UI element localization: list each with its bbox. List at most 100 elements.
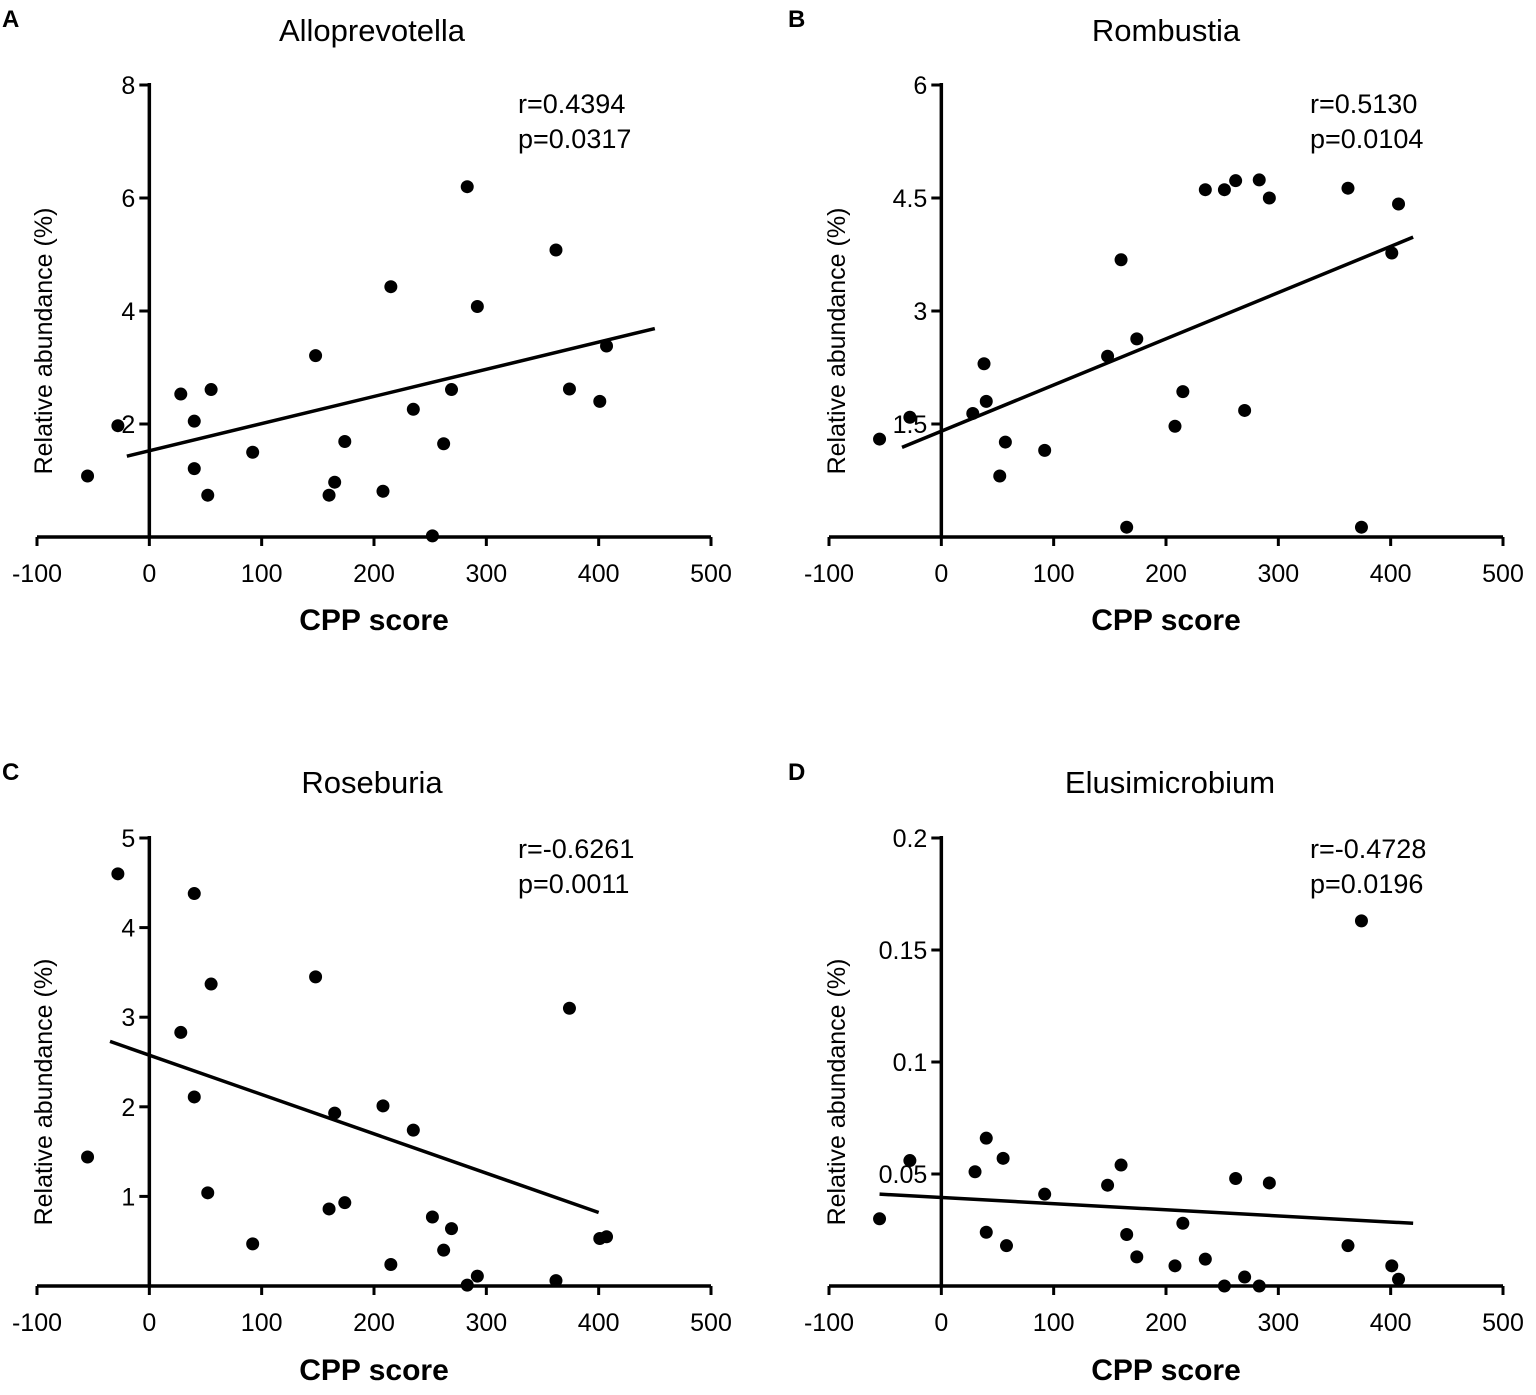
x-axis-label: CPP score [299,1354,449,1387]
data-point [201,488,215,502]
data-point [1354,914,1368,928]
regression-line [109,1039,600,1215]
data-point [445,383,459,397]
x-tick-label: 400 [1370,560,1412,588]
y-tick-label: 0.2 [893,825,928,853]
data-point [81,469,95,483]
x-tick-label: 0 [934,1309,948,1337]
x-tick-label: 400 [578,1309,620,1337]
data-point [338,435,352,449]
data-point [1198,183,1212,197]
x-tick-label: 300 [1257,1309,1299,1337]
data-point [437,437,451,451]
x-axis-label: CPP score [299,604,449,637]
data-point [1354,520,1368,534]
data-point [1229,1171,1243,1185]
data-point [1120,520,1134,534]
data-point [1176,385,1190,399]
x-tick-label: 300 [1257,560,1299,588]
data-point [328,475,342,489]
data-point [437,1243,451,1257]
panel-b: B Rombustia-100 0 100 200 300 400 5001.534.56Re… [788,6,1524,637]
data-point [309,349,323,363]
data-point [406,402,420,416]
data-point [1252,1279,1266,1293]
x-tick-label: -100 [12,560,62,588]
y-tick-label: 5 [121,825,135,853]
x-tick-label: 0 [142,560,156,588]
data-point [1198,1252,1212,1266]
data-point [1038,443,1052,457]
chart-title: Alloprevotella [279,13,466,48]
data-point [600,1230,614,1244]
y-tick-label: 3 [121,1004,135,1032]
x-tick-label: 500 [1482,560,1524,588]
x-tick-label: -100 [12,1309,62,1337]
data-point [376,1099,390,1113]
data-point [999,1239,1013,1253]
data-point [1120,1227,1134,1241]
data-point [1176,1216,1190,1230]
regression-line [901,235,1414,449]
chart-title: Roseburia [301,765,443,800]
data-point [445,1222,459,1236]
y-axis-label: Relative abundance (%) [30,208,58,475]
panel-c: C Roseburia -100 0 100 200 300 400 500 1 2 3 4 5 Relat… [2,759,732,1387]
data-point [977,357,991,371]
data-point [1341,1239,1355,1253]
data-point [322,1202,336,1216]
x-axis-label: CPP score [1091,1354,1241,1387]
p-value: p=0.0196 [1310,869,1423,899]
data-point [873,1212,887,1226]
r-value: r=-0.4728 [1310,834,1426,864]
data-point [328,1106,342,1120]
y-tick-label: 4 [121,915,135,943]
panel-letter: C [2,759,19,786]
data-point [562,382,576,396]
data-point [309,970,323,984]
x-tick-label: 100 [241,560,283,588]
data-point [998,435,1012,449]
data-point [979,1225,993,1239]
y-tick-label: 2 [121,411,135,439]
data-point [246,1237,260,1251]
data-point [996,1151,1010,1165]
chart-title: Elusimicrobium [1065,765,1275,800]
data-point [201,1186,215,1200]
data-point [322,488,336,502]
y-tick-label: 6 [913,72,927,100]
data-point [174,387,188,401]
data-point [470,1269,484,1283]
data-point [460,180,474,194]
panel-letter: B [788,6,805,33]
data-point [1262,1176,1276,1190]
y-tick-label: 8 [121,72,135,100]
data-point [549,243,563,257]
data-point [425,1210,439,1224]
y-axis-label: Relative abundance (%) [823,208,851,475]
data-point [1385,1259,1399,1273]
r-value: r=0.5130 [1310,89,1417,119]
x-tick-label: 200 [1145,560,1187,588]
panel-a: A Alloprevotella -100 0 100 200 300 400 500 2 4 6 8 R… [2,6,732,637]
x-tick-label: 300 [465,560,507,588]
y-axis-label: Relative abundance (%) [30,959,58,1226]
x-tick-label: 400 [1370,1309,1412,1337]
x-tick-label: 200 [1145,1309,1187,1337]
chart-title: Rombustia [1092,13,1241,48]
data-point [979,394,993,408]
data-point [993,469,1007,483]
p-value: p=0.0317 [518,124,631,154]
data-point [425,529,439,543]
panel-letter: D [788,759,805,786]
data-point [600,339,614,353]
regression-line [126,326,656,458]
data-point [1229,174,1243,188]
y-tick-label: 2 [121,1094,135,1122]
x-tick-label: 500 [1482,1309,1524,1337]
data-point [1217,1279,1231,1293]
data-point [338,1196,352,1210]
data-point [1130,1250,1144,1264]
y-tick-label: 0.15 [879,937,928,965]
data-point [1341,181,1355,195]
